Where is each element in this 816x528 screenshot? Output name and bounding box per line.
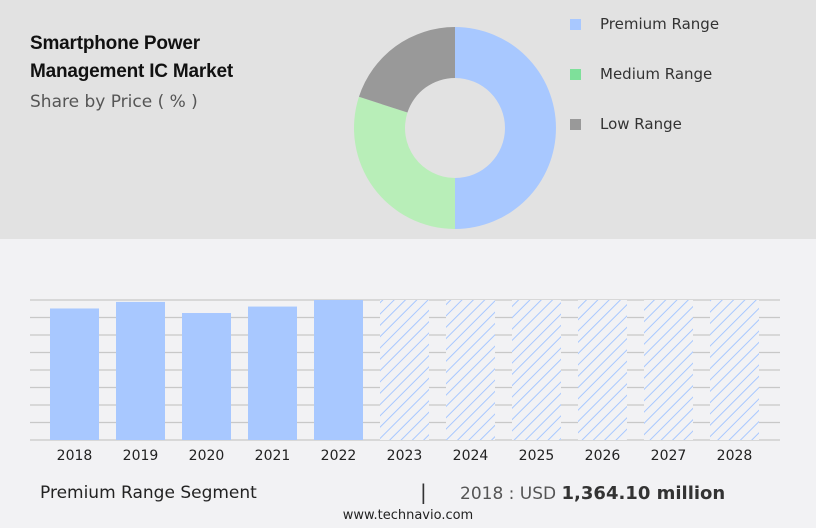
bar-2027	[644, 300, 693, 440]
x-label-2028: 2028	[717, 448, 753, 464]
legend-label: Medium Range	[600, 65, 713, 83]
bar-2022	[314, 300, 363, 440]
bar-2026	[578, 300, 627, 440]
bar-2023	[380, 300, 429, 440]
bar-2018	[50, 308, 99, 440]
bar-chart: 2018 2019 2020 2021 2022 2023 2024 2025 2026 2027…	[30, 299, 780, 464]
x-label-2021: 2021	[255, 448, 291, 464]
footer-separator: |	[420, 480, 427, 504]
x-label-2018: 2018	[57, 448, 93, 464]
x-axis-labels: 2018 2019 2020 2021 2022 2023 2024 2025 2026 2027…	[57, 448, 753, 464]
legend-swatch-medium	[570, 68, 581, 80]
legend-item-medium: Medium Range	[570, 62, 712, 86]
x-label-2023: 2023	[387, 448, 423, 464]
legend-label: Low Range	[600, 115, 682, 133]
legend-item-premium: Premium Range	[570, 12, 719, 36]
donut-slice-low-range	[358, 27, 455, 113]
bars	[50, 300, 759, 440]
legend-label: Premium Range	[600, 15, 720, 33]
x-label-2019: 2019	[123, 448, 159, 464]
donut-chart	[354, 27, 556, 230]
value-prefix: 2018 : USD	[460, 484, 562, 504]
title-line-2: Management IC Market	[30, 61, 233, 82]
segment-label: Premium Range Segment	[40, 483, 257, 503]
bar-2025	[512, 300, 561, 440]
x-label-2026: 2026	[585, 448, 621, 464]
donut-slice-premium-range	[455, 27, 556, 229]
website-link[interactable]: www.technavio.com	[342, 508, 474, 523]
page-title: Smartphone Power Management IC Market	[30, 30, 233, 86]
donut-slice-medium-range	[354, 96, 455, 230]
legend-swatch-low	[570, 118, 581, 130]
x-label-2027: 2027	[651, 448, 687, 464]
subtitle: Share by Price ( % )	[30, 92, 198, 112]
legend-item-low: Low Range	[570, 112, 682, 136]
bar-2019	[116, 301, 165, 440]
x-label-2020: 2020	[189, 448, 225, 464]
legend-swatch-premium	[570, 18, 581, 30]
segment-value: 2018 : USD 1,364.10 million	[460, 483, 725, 504]
bar-2021	[248, 306, 297, 440]
x-label-2025: 2025	[519, 448, 555, 464]
x-label-2022: 2022	[321, 448, 357, 464]
bar-2028	[710, 300, 759, 440]
title-line-1: Smartphone Power	[30, 33, 200, 54]
bar-2024	[446, 300, 495, 440]
bar-2020	[182, 313, 231, 440]
x-label-2024: 2024	[453, 448, 489, 464]
value-amount: 1,364.10 million	[561, 483, 726, 504]
